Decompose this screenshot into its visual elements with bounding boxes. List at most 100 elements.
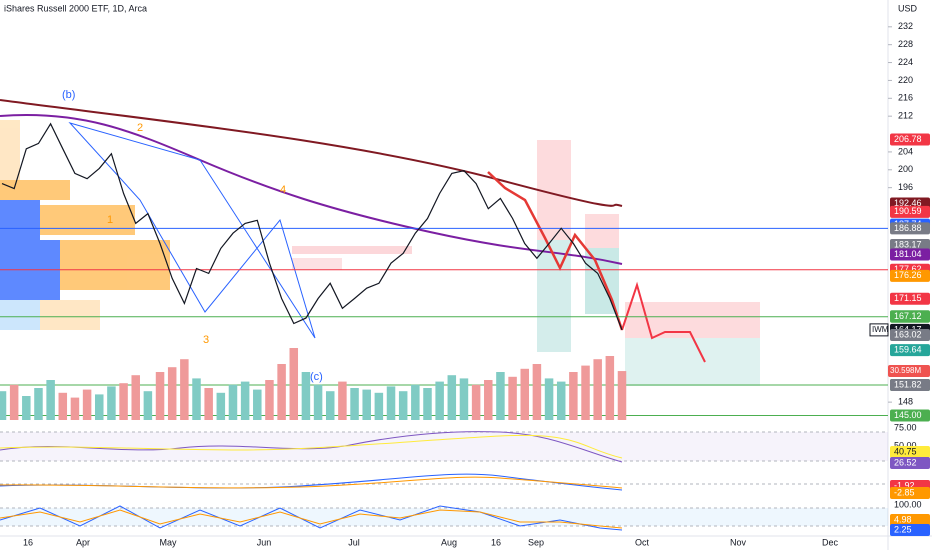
volume-bar xyxy=(374,392,384,420)
volume-bar xyxy=(398,391,408,420)
wave-label: 4 xyxy=(280,184,286,196)
price-tag-label: 171.15 xyxy=(894,293,922,303)
volume-bar xyxy=(423,388,432,420)
zone xyxy=(625,302,760,338)
chart-title: iShares Russell 2000 ETF, 1D, Arca xyxy=(4,3,147,13)
price-tag-label: 183.17 xyxy=(894,239,922,249)
volume-bar xyxy=(167,367,177,420)
x-tick-label: Jun xyxy=(257,537,272,547)
volume-bar xyxy=(338,381,347,420)
volume-bar xyxy=(593,359,602,420)
price-tag-label: 151.82 xyxy=(894,379,922,389)
x-tick-label: Apr xyxy=(76,537,90,547)
volume-bar xyxy=(496,372,505,420)
wave-label: (b) xyxy=(62,89,75,101)
volume-bar xyxy=(447,375,457,420)
price-tag-label: 192.46 xyxy=(894,198,922,208)
volume-bar xyxy=(581,365,590,420)
y-tick-label: 196 xyxy=(898,182,913,192)
volume-bar xyxy=(386,386,396,420)
volume-bar xyxy=(350,388,359,420)
volume-profile xyxy=(0,120,170,330)
volume-bar xyxy=(362,389,371,420)
volume-bar xyxy=(556,381,566,420)
volume-bar xyxy=(119,383,128,420)
osc-label: 26.52 xyxy=(894,457,917,467)
volume-bar xyxy=(325,391,335,420)
price-tag-label: 167.12 xyxy=(894,311,922,321)
volume-bar xyxy=(107,386,116,420)
rsi-ma xyxy=(0,434,623,459)
osc-tag xyxy=(890,457,930,469)
volume-bar xyxy=(484,380,493,420)
x-tick-label: Sep xyxy=(528,537,544,547)
volume-bar xyxy=(289,348,299,420)
volume-bar xyxy=(34,388,43,420)
stoch-k xyxy=(0,505,623,531)
volume-bar xyxy=(46,380,55,420)
x-tick-label: Jul xyxy=(348,537,360,547)
volume-label: 30.598M xyxy=(890,366,921,375)
x-tick-label: 16 xyxy=(23,537,33,547)
osc-label: 75.00 xyxy=(894,422,917,432)
y-tick-label: 232 xyxy=(898,21,913,31)
price-tag xyxy=(890,269,930,282)
price-tag-label: 163.02 xyxy=(894,329,922,339)
macd-signal xyxy=(0,476,623,489)
wave-label: 2 xyxy=(137,122,143,134)
price-tag xyxy=(890,133,930,146)
price-tag-label: 186.88 xyxy=(894,223,922,233)
zone xyxy=(585,214,619,248)
y-tick-label: 148 xyxy=(898,397,913,407)
volume-bar xyxy=(532,364,542,420)
price-tag xyxy=(890,379,930,392)
volume-bar xyxy=(192,378,201,420)
x-tick-label: 16 xyxy=(491,537,501,547)
wave-label: (c) xyxy=(310,371,323,383)
price-tag xyxy=(890,238,930,251)
zone xyxy=(537,140,571,240)
osc-label: -2.85 xyxy=(894,487,915,497)
price-tag xyxy=(890,344,930,357)
volume-bar xyxy=(58,392,68,420)
x-tick-label: Oct xyxy=(635,537,650,547)
volume-bar xyxy=(605,356,615,420)
volume-bar xyxy=(277,364,286,420)
y-tick-label: 204 xyxy=(898,146,913,156)
osc-tag xyxy=(890,514,930,526)
osc-label: -1.92 xyxy=(894,480,915,490)
price-tag-label: 190.59 xyxy=(894,206,922,216)
stoch-band xyxy=(0,508,888,526)
volume-bar xyxy=(253,389,262,420)
currency: USD xyxy=(898,3,918,13)
wave-label: 1 xyxy=(107,214,113,226)
volume-bar xyxy=(131,375,140,420)
wave-label: 3 xyxy=(203,334,209,346)
volume-bar xyxy=(240,381,250,420)
volume-bar xyxy=(617,371,627,420)
price-tag-label: 176.26 xyxy=(894,270,922,280)
price-line xyxy=(1,122,623,331)
price-tag xyxy=(890,409,930,422)
volume-bar xyxy=(313,384,323,420)
osc-label: 50.00 xyxy=(894,440,917,450)
projection xyxy=(621,281,706,363)
ma-line xyxy=(0,113,623,265)
volume-bar xyxy=(180,359,189,420)
x-tick-label: Dec xyxy=(822,537,839,547)
osc-label: 100.00 xyxy=(894,499,922,509)
volume-bar xyxy=(471,384,481,420)
zone xyxy=(292,246,412,254)
volume-bar xyxy=(520,368,529,420)
volume-bar xyxy=(411,384,420,420)
volume-bar xyxy=(301,372,311,420)
volume-bar xyxy=(155,372,165,420)
volume-bar xyxy=(22,396,31,420)
volume-bar xyxy=(435,381,444,420)
osc-tag xyxy=(890,487,930,499)
projection xyxy=(487,171,624,331)
price-tag-label: 159.64 xyxy=(894,344,922,354)
price-tag xyxy=(890,222,930,235)
volume-bar xyxy=(544,378,554,420)
